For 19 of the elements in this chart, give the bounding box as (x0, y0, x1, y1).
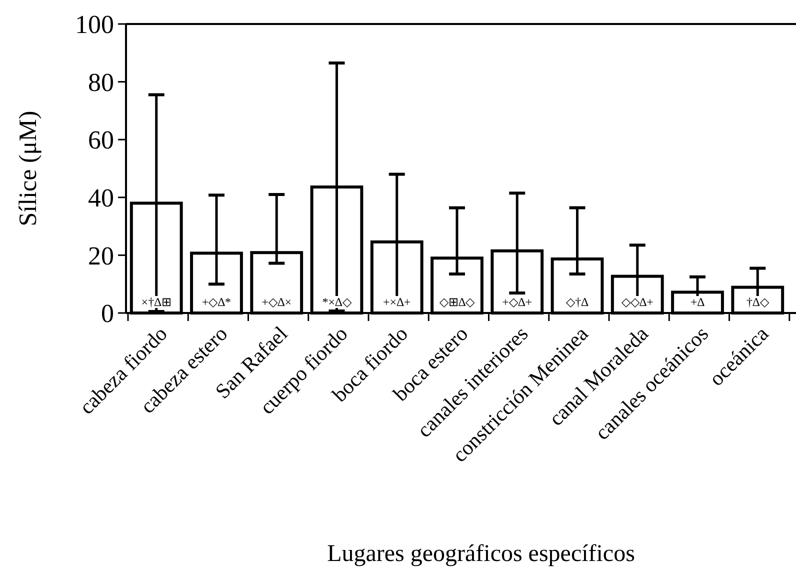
annotation: +◇∆× (262, 295, 292, 310)
annotation: ◇◇∆+ (621, 295, 654, 310)
y-tick-label: 0 (101, 299, 114, 328)
annotation: +◇∆+ (502, 295, 532, 310)
annotation: +×∆+ (383, 295, 411, 310)
annotation: ×†∆⊞ (141, 295, 172, 310)
y-tick-label: 100 (75, 10, 114, 40)
y-tick-label: 20 (88, 241, 114, 270)
annotation: *×∆◇ (322, 295, 352, 310)
y-tick-label: 80 (88, 68, 114, 97)
annotation: ◇⊞∆◇ (439, 295, 476, 310)
y-tick-label: 60 (88, 126, 114, 155)
annotation: +∆ (690, 295, 706, 310)
annotation: +◇∆* (202, 295, 232, 310)
y-tick-label: 40 (88, 184, 114, 212)
x-axis-title: Lugares geográficos específicos (327, 541, 635, 567)
y-axis-title: Sílice (μM) (15, 110, 42, 226)
annotation: †∆◇ (746, 295, 770, 310)
annotation: ◇†∆ (566, 295, 590, 310)
